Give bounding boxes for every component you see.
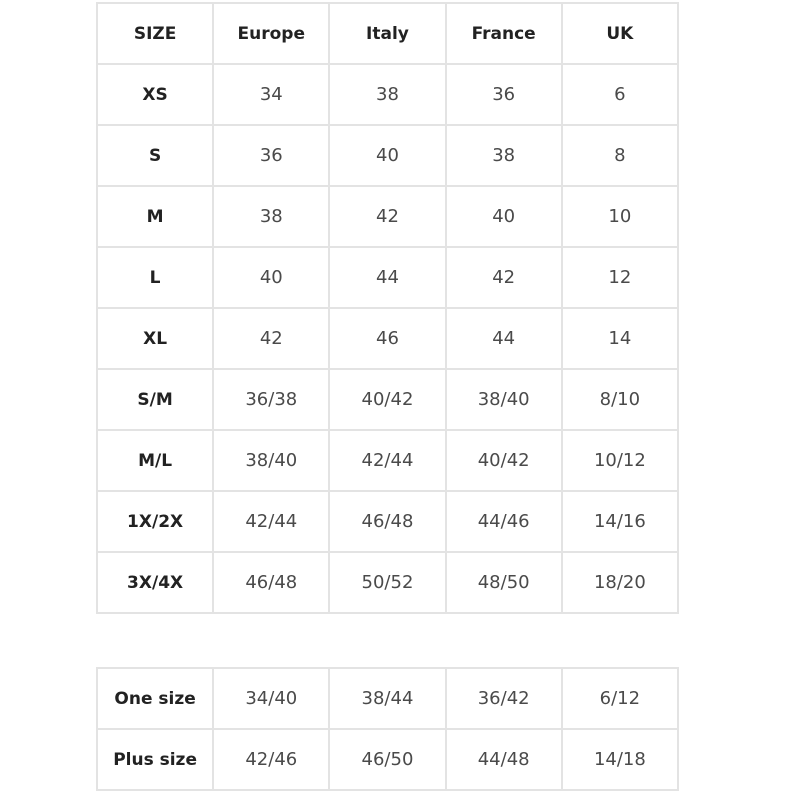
size-value-cell: 40/42 bbox=[328, 368, 447, 431]
size-value-cell: 6 bbox=[560, 63, 680, 126]
table-row: 1X/2X 42/44 46/48 44/46 14/16 bbox=[95, 490, 680, 553]
size-value-cell: 44/46 bbox=[444, 490, 563, 553]
size-value-cell: 46/48 bbox=[328, 490, 447, 553]
size-value-cell: 10/12 bbox=[560, 429, 680, 492]
size-value-cell: 46/50 bbox=[328, 728, 447, 791]
size-value-cell: 40/42 bbox=[444, 429, 563, 492]
size-value-cell: 38 bbox=[444, 124, 563, 187]
size-value-cell: 38/40 bbox=[444, 368, 563, 431]
size-value-cell: 38 bbox=[328, 63, 447, 126]
size-value-cell: 8 bbox=[560, 124, 680, 187]
size-value-cell: 42/44 bbox=[212, 490, 331, 553]
size-label-cell: L bbox=[95, 246, 215, 309]
size-value-cell: 36/42 bbox=[444, 667, 563, 730]
table-row: 3X/4X 46/48 50/52 48/50 18/20 bbox=[95, 551, 680, 614]
table-row: Plus size 42/46 46/50 44/48 14/18 bbox=[95, 728, 680, 791]
size-label-cell: 3X/4X bbox=[95, 551, 215, 614]
table-row: S/M 36/38 40/42 38/40 8/10 bbox=[95, 368, 680, 431]
size-value-cell: 38/40 bbox=[212, 429, 331, 492]
size-value-cell: 38 bbox=[212, 185, 331, 248]
size-value-cell: 42/44 bbox=[328, 429, 447, 492]
size-label-cell: S/M bbox=[95, 368, 215, 431]
size-value-cell: 40 bbox=[328, 124, 447, 187]
size-label-cell: M/L bbox=[95, 429, 215, 492]
size-value-cell: 12 bbox=[560, 246, 680, 309]
size-value-cell: 44 bbox=[328, 246, 447, 309]
size-value-cell: 8/10 bbox=[560, 368, 680, 431]
size-label-cell: 1X/2X bbox=[95, 490, 215, 553]
size-value-cell: 6/12 bbox=[560, 667, 680, 730]
size-value-cell: 42/46 bbox=[212, 728, 331, 791]
table-row: One size 34/40 38/44 36/42 6/12 bbox=[95, 667, 680, 730]
size-value-cell: 34/40 bbox=[212, 667, 331, 730]
size-value-cell: 18/20 bbox=[560, 551, 680, 614]
size-value-cell: 44/48 bbox=[444, 728, 563, 791]
size-value-cell: 36/38 bbox=[212, 368, 331, 431]
size-value-cell: 14 bbox=[560, 307, 680, 370]
table-row: L 40 44 42 12 bbox=[95, 246, 680, 309]
special-sizes-table: One size 34/40 38/44 36/42 6/12 Plus size 42/4… bbox=[95, 667, 680, 791]
size-value-cell: 40 bbox=[444, 185, 563, 248]
size-value-cell: 36 bbox=[212, 124, 331, 187]
size-value-cell: 46 bbox=[328, 307, 447, 370]
size-value-cell: 40 bbox=[212, 246, 331, 309]
column-header: Europe bbox=[212, 2, 331, 65]
column-header: France bbox=[444, 2, 563, 65]
column-header: Italy bbox=[328, 2, 447, 65]
table-row: M/L 38/40 42/44 40/42 10/12 bbox=[95, 429, 680, 492]
size-label-cell: XL bbox=[95, 307, 215, 370]
size-label-cell: S bbox=[95, 124, 215, 187]
size-value-cell: 48/50 bbox=[444, 551, 563, 614]
size-value-cell: 46/48 bbox=[212, 551, 331, 614]
size-value-cell: 34 bbox=[212, 63, 331, 126]
column-header: UK bbox=[560, 2, 680, 65]
size-value-cell: 10 bbox=[560, 185, 680, 248]
size-value-cell: 50/52 bbox=[328, 551, 447, 614]
size-value-cell: 38/44 bbox=[328, 667, 447, 730]
column-header: SIZE bbox=[95, 2, 215, 65]
size-chart-table: SIZE Europe Italy France UK XS 34 38 36 6 S 36 40 38 8… bbox=[95, 2, 680, 614]
size-value-cell: 36 bbox=[444, 63, 563, 126]
size-value-cell: 14/16 bbox=[560, 490, 680, 553]
size-value-cell: 44 bbox=[444, 307, 563, 370]
table-row: S 36 40 38 8 bbox=[95, 124, 680, 187]
size-value-cell: 42 bbox=[212, 307, 331, 370]
size-value-cell: 42 bbox=[444, 246, 563, 309]
size-value-cell: 14/18 bbox=[560, 728, 680, 791]
table-row: XS 34 38 36 6 bbox=[95, 63, 680, 126]
size-label-cell: M bbox=[95, 185, 215, 248]
size-label-cell: Plus size bbox=[95, 728, 215, 791]
table-row: M 38 42 40 10 bbox=[95, 185, 680, 248]
header-row: SIZE Europe Italy France UK bbox=[95, 2, 680, 65]
size-value-cell: 42 bbox=[328, 185, 447, 248]
size-label-cell: One size bbox=[95, 667, 215, 730]
table-row: XL 42 46 44 14 bbox=[95, 307, 680, 370]
size-label-cell: XS bbox=[95, 63, 215, 126]
